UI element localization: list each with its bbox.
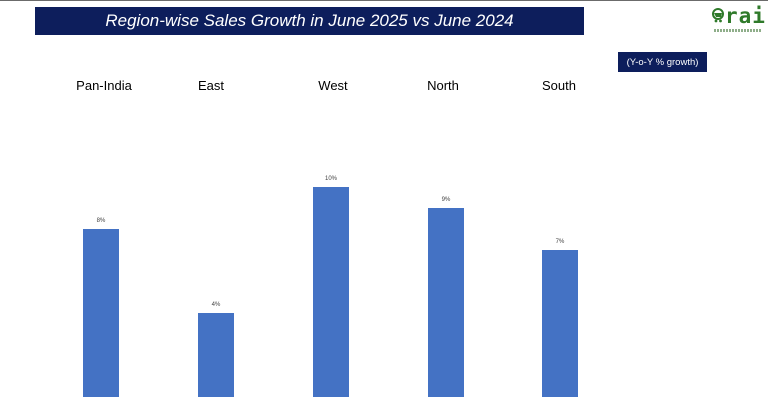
category-label: West (318, 78, 348, 93)
logo-text: rai (725, 4, 766, 28)
data-label: 8% (97, 218, 106, 224)
plot-area: 8% Pan-India 4% East 10% West 9% North 7% South (76, 78, 578, 397)
data-label: 10% (325, 176, 338, 182)
bar-north (428, 208, 464, 397)
bar-west (313, 187, 349, 397)
cart-icon (712, 8, 724, 23)
top-border (0, 0, 768, 1)
category-label: North (427, 78, 459, 93)
category-label: Pan-India (76, 78, 132, 93)
category-label: South (542, 78, 576, 93)
data-label: 4% (212, 302, 221, 308)
unit-note: (Y-o-Y % growth) (618, 52, 707, 72)
data-label: 7% (556, 239, 565, 245)
bar-east (198, 313, 234, 397)
data-label: 9% (442, 197, 451, 203)
chart-title: Region-wise Sales Growth in June 2025 vs… (35, 7, 584, 35)
bar-pan-india (83, 229, 119, 397)
logo-tagline (714, 29, 762, 32)
category-label: East (198, 78, 224, 93)
rai-logo: rai (711, 4, 765, 36)
bar-south (542, 250, 578, 397)
